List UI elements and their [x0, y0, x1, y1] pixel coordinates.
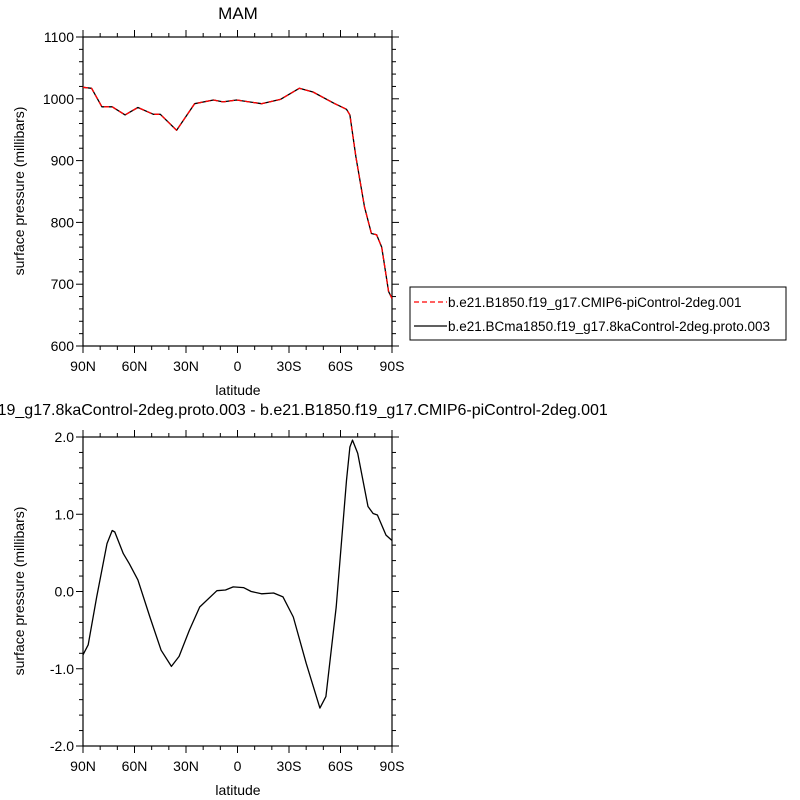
- plot0-plot-frame: [82, 36, 393, 347]
- plot1-x-tick-label: 60N: [122, 758, 148, 774]
- plot0-series-line-0: [82, 86, 393, 299]
- plot0-y-tick-label: 700: [51, 276, 75, 292]
- plot1-y-tick-label: 2.0: [55, 429, 75, 445]
- plot1-y-tick-label: -2.0: [50, 738, 74, 754]
- bottom-y-axis-label: surface pressure (millibars): [11, 507, 27, 676]
- plot0-y-tick-label: 1100: [44, 29, 74, 45]
- plot0-y-tick-label: 900: [51, 153, 75, 169]
- plot0-x-tick-label: 90N: [70, 358, 96, 374]
- top-x-axis-label: latitude: [215, 382, 260, 398]
- legend-label-8ka: b.e21.BCma1850.f19_g17.8kaControl-2deg.p…: [448, 319, 770, 334]
- plot1-x-tick-label: 0: [234, 758, 242, 774]
- plot1-y-tick-label: 1.0: [55, 506, 75, 522]
- plot0-y-tick-label: 800: [51, 214, 75, 230]
- plot0-x-tick-label: 30N: [173, 358, 199, 374]
- top-y-axis-label: surface pressure (millibars): [11, 107, 27, 276]
- plot1-y-tick-label: 0.0: [55, 584, 75, 600]
- plot1-x-tick-label: 60S: [328, 758, 353, 774]
- top-plot-title: MAM: [218, 4, 258, 23]
- plot0-x-tick-label: 0: [234, 358, 242, 374]
- plot0-y-tick-label: 1000: [43, 91, 74, 107]
- legend-box: [409, 286, 787, 341]
- plot1-y-tick-label: -1.0: [50, 661, 74, 677]
- plot1-plot-frame: [82, 436, 393, 747]
- legend: b.e21.B1850.f19_g17.CMIP6-piControl-2deg…: [409, 286, 787, 341]
- plot1-x-tick-label: 30S: [277, 758, 302, 774]
- bottom-plot-title: b.e21.BCma1850.f19_g17.8kaControl-2deg.p…: [0, 402, 608, 419]
- plot0-series-line-1: [82, 86, 393, 299]
- plot1-x-tick-label: 30N: [173, 758, 199, 774]
- plot0-y-tick-label: 600: [51, 338, 75, 354]
- plot0-x-tick-label: 90S: [380, 358, 405, 374]
- plot0-x-tick-label: 60N: [122, 358, 148, 374]
- plot1-x-tick-label: 90N: [70, 758, 96, 774]
- plot1-x-tick-label: 90S: [380, 758, 405, 774]
- legend-label-cmip6: b.e21.B1850.f19_g17.CMIP6-piControl-2deg…: [448, 295, 741, 310]
- plot0-x-tick-label: 60S: [328, 358, 353, 374]
- plot1-series-line-0: [82, 439, 393, 709]
- bottom-x-axis-label: latitude: [215, 782, 260, 798]
- plot0-x-tick-label: 30S: [277, 358, 302, 374]
